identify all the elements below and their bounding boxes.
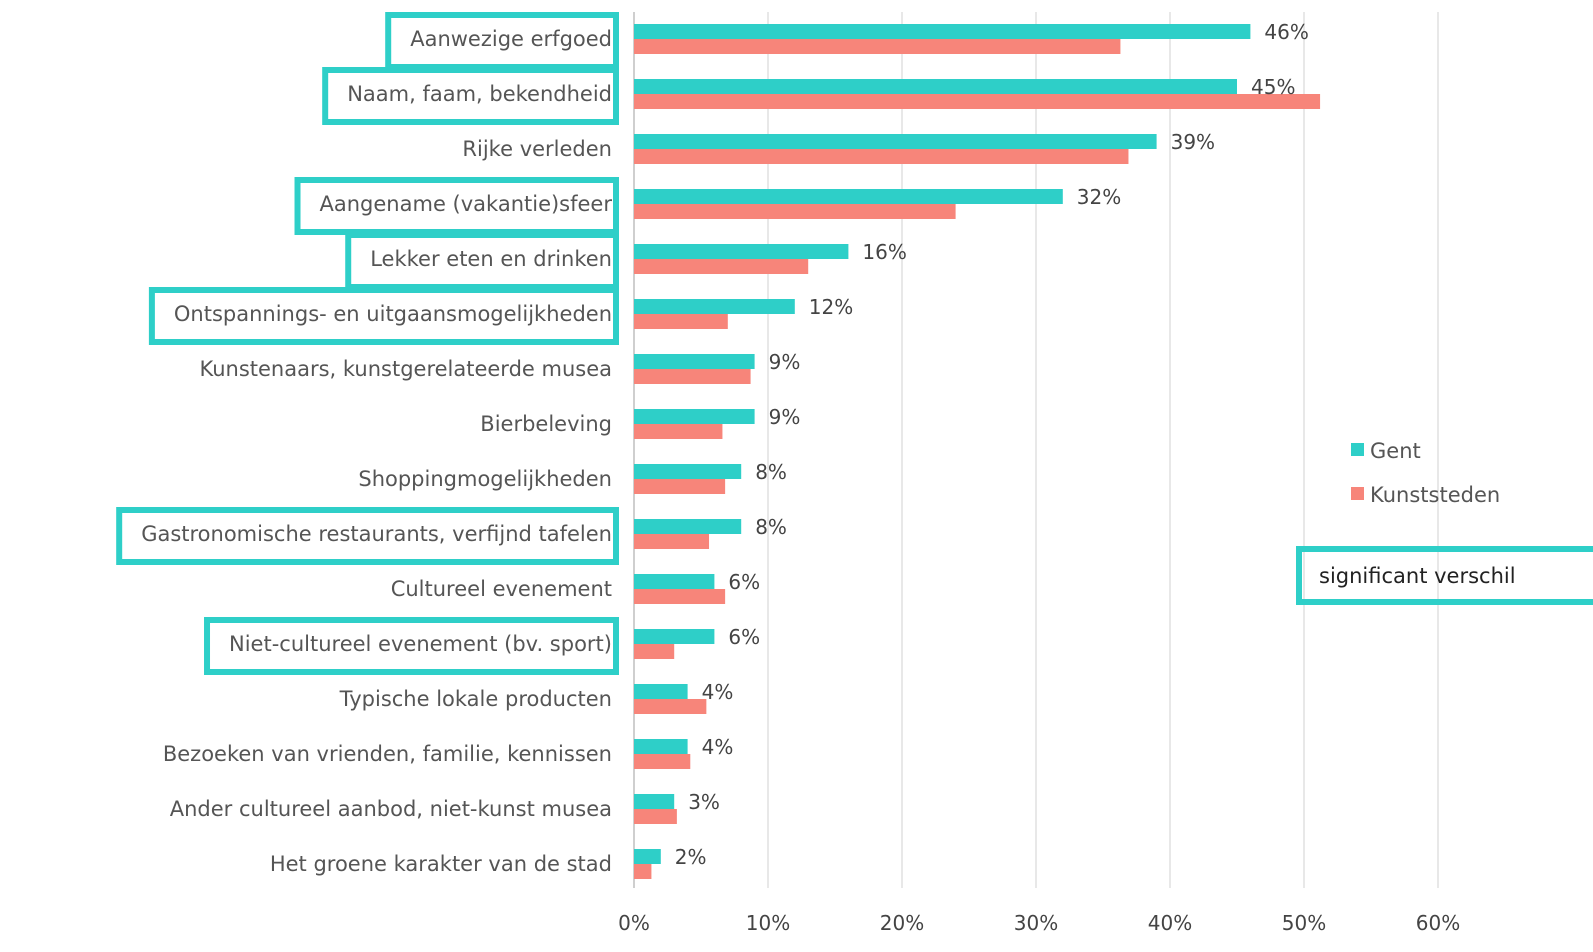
category-label: Shoppingmogelijkheden [358,467,612,491]
category-label: Typische lokale producten [339,687,612,711]
note-label: significant verschil [1319,564,1516,588]
x-tick-label: 20% [880,911,924,935]
x-tick-label: 50% [1282,911,1326,935]
significance-box [148,287,619,345]
legend-label: Gent [1370,439,1421,463]
data-label-gent: 6% [728,570,760,594]
bar-gent [634,519,742,534]
bar-gent [634,409,755,424]
note-box [1296,546,1593,605]
bar-kunststeden [634,149,1129,164]
bar-kunststeden [634,644,675,659]
bar-kunststeden [634,94,1321,109]
data-label-gent: 2% [675,845,707,869]
category-label: Gastronomische restaurants, verfijnd taf… [141,522,612,546]
category-label: Aanwezige erfgoed [410,27,612,51]
bar-gent [634,684,688,699]
bar-gent [634,739,688,754]
category-label: Cultureel evenement [391,577,612,601]
bar-kunststeden [634,479,726,494]
bar-kunststeden [634,39,1121,54]
legend-label: Kunststeden [1370,483,1500,507]
legend-swatch [1351,443,1364,456]
data-label-gent: 9% [769,350,801,374]
bar-gent [634,299,795,314]
category-label: Naam, faam, bekendheid [347,82,612,106]
x-tick-label: 40% [1148,911,1192,935]
category-label: Het groene karakter van de stad [270,852,612,876]
bar-gent [634,354,755,369]
x-tick-label: 0% [618,911,650,935]
bar-kunststeden [634,589,726,604]
data-label-gent: 4% [702,680,734,704]
bar-gent [634,244,849,259]
legend-swatch [1351,487,1364,500]
data-label-gent: 8% [755,515,787,539]
bar-gent [634,189,1063,204]
bars [634,24,1321,879]
category-label: Lekker eten en drinken [370,247,612,271]
data-label-gent: 12% [809,295,853,319]
x-axis: 0% 10% 20% 30% 40% 50% 60% [618,911,1460,935]
category-label: Aangename (vakantie)sfeer [320,192,613,216]
bar-kunststeden [634,754,691,769]
legend: Gent Kunststeden significant verschil [1296,439,1593,605]
bar-kunststeden [634,204,956,219]
data-label-gent: 8% [755,460,787,484]
data-label-gent: 6% [728,625,760,649]
bar-kunststeden [634,534,710,549]
significance-box [322,67,619,125]
bar-kunststeden [634,699,707,714]
significance-box [116,507,619,565]
bar-gent [634,849,661,864]
data-label-gent: 4% [702,735,734,759]
category-label: Rijke verleden [462,137,612,161]
data-label-gent: 39% [1171,130,1215,154]
significance-box [204,617,619,675]
bar-gent [634,464,742,479]
data-label-gent: 16% [862,240,906,264]
bar-kunststeden [634,424,723,439]
category-label: Bierbeleving [480,412,612,436]
bar-gent [634,794,675,809]
bar-gent [634,629,715,644]
x-tick-label: 30% [1014,911,1058,935]
bar-gent [634,24,1251,39]
bar-kunststeden [634,864,652,879]
bar-gent [634,134,1157,149]
category-label: Kunstenaars, kunstgerelateerde musea [199,357,612,381]
data-label-gent: 32% [1077,185,1121,209]
data-label-gent: 46% [1264,20,1308,44]
x-tick-label: 60% [1416,911,1460,935]
bar-kunststeden [634,314,728,329]
data-label-gent: 45% [1251,75,1295,99]
category-label: Bezoeken van vrienden, familie, kennisse… [163,742,612,766]
labels: Aanwezige erfgoed 46% Naam, faam, bekendhe… [141,20,1309,876]
category-label: Ontspannings- en uitgaansmogelijkheden [174,302,612,326]
x-tick-label: 10% [746,911,790,935]
significance-highlights [116,12,619,675]
bar-kunststeden [634,259,809,274]
data-label-gent: 9% [769,405,801,429]
bar-gent [634,79,1237,94]
category-label: Niet-cultureel evenement (bv. sport) [229,632,612,656]
data-label-gent: 3% [688,790,720,814]
bar-kunststeden [634,369,751,384]
category-label: Ander cultureel aanbod, niet-kunst musea [170,797,612,821]
bar-kunststeden [634,809,677,824]
bar-gent [634,574,715,589]
